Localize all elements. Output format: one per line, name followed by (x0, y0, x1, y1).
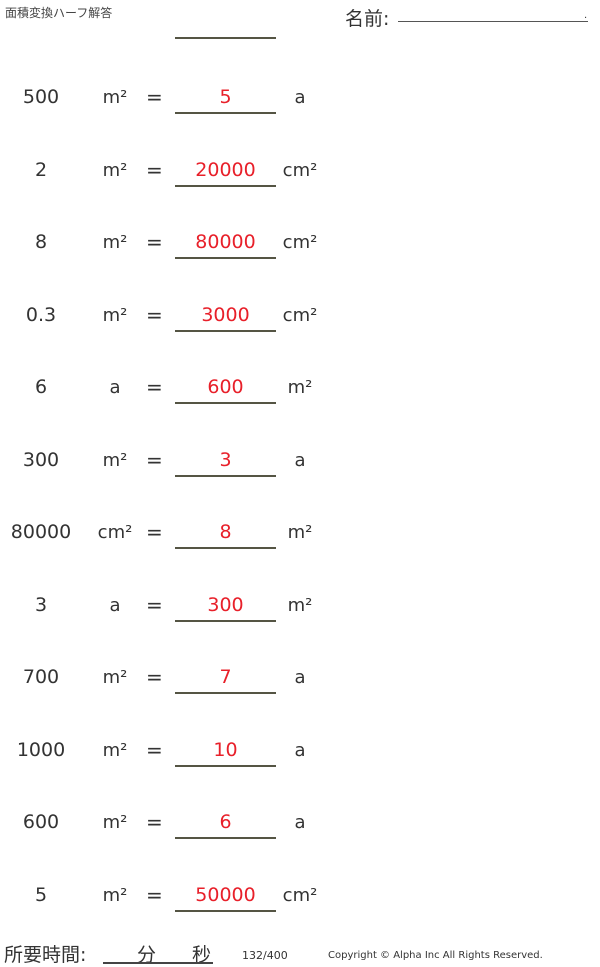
from-unit: m² (102, 884, 128, 906)
to-unit: a (294, 667, 306, 688)
to-unit: cm² (282, 159, 318, 181)
minutes-label: 分 (137, 944, 157, 966)
problem-value: 8 (34, 231, 48, 253)
name-field-line[interactable] (398, 21, 588, 22)
answer: 300 (175, 594, 276, 622)
copyright: Copyright © Alpha Inc All Rights Reserve… (328, 950, 543, 961)
answer: 80000 (175, 231, 276, 259)
from-unit: m² (102, 232, 128, 253)
from-unit: m² (102, 739, 128, 761)
page-number: 132/400 (242, 949, 288, 962)
problem-row: 80000 cm² = 8 m² (0, 520, 600, 551)
equals-sign: = (146, 665, 163, 689)
from-unit: m² (102, 87, 128, 108)
to-unit: a (294, 87, 306, 108)
problem-value: 3 (34, 593, 48, 616)
equals-sign: = (146, 230, 163, 254)
to-unit: a (294, 739, 306, 761)
problem-row: 1000 m² = 10 a (0, 737, 600, 769)
problem-value: 700 (22, 666, 60, 688)
problem-value: 600 (22, 811, 60, 833)
equals-sign: = (146, 85, 163, 109)
problem-row: 0.3 m² = 3000 cm² (0, 302, 600, 334)
seconds-label: 秒 (192, 944, 212, 966)
answer-line-blank (175, 37, 276, 39)
answer: 600 (175, 376, 276, 404)
problem-row: 300 m² = 3 a (0, 447, 600, 479)
equals-sign: = (146, 302, 163, 327)
equals-sign: = (146, 810, 163, 834)
equals-sign: = (146, 882, 163, 907)
problem-value: 500 (22, 86, 60, 108)
equals-sign: = (146, 375, 163, 399)
time-field-line (103, 962, 213, 964)
to-unit: cm² (282, 884, 318, 906)
from-unit: m² (102, 812, 128, 833)
from-unit: m² (102, 667, 128, 688)
problem-value: 5 (34, 883, 48, 906)
problem-row: 3 a = 300 m² (0, 592, 600, 624)
to-unit: cm² (282, 304, 318, 326)
worksheet-title: 面積変換ハーフ解答 (5, 6, 113, 20)
answer: 5 (175, 86, 276, 114)
name-label: 名前: (345, 8, 390, 30)
problem-value: 80000 (10, 521, 72, 543)
answer: 10 (175, 739, 276, 767)
problem-row: 5 m² = 50000 cm² (0, 882, 600, 914)
to-unit: m² (287, 594, 313, 616)
answer: 8 (175, 521, 276, 549)
problem-row: 2 m² = 20000 cm² (0, 157, 600, 189)
equals-sign: = (146, 737, 163, 762)
answer: 50000 (175, 884, 276, 912)
from-unit: m² (102, 304, 128, 326)
answer: 3 (175, 449, 276, 477)
from-unit: m² (102, 159, 128, 181)
problem-value: 2 (34, 158, 48, 181)
from-unit: cm² (97, 522, 133, 543)
answer: 6 (175, 811, 276, 839)
time-label: 所要時間: (4, 944, 87, 966)
from-unit: a (109, 594, 121, 616)
problem-value: 300 (22, 448, 60, 471)
from-unit: a (109, 377, 121, 398)
problem-value: 1000 (16, 738, 66, 761)
problem-value: 0.3 (25, 303, 57, 326)
equals-sign: = (146, 447, 163, 472)
equals-sign: = (146, 592, 163, 617)
problem-row: 700 m² = 7 a (0, 665, 600, 696)
answer: 7 (175, 666, 276, 694)
to-unit: a (294, 812, 306, 833)
to-unit: cm² (282, 232, 318, 253)
problem-row: 8 m² = 80000 cm² (0, 230, 600, 261)
equals-sign: = (146, 157, 163, 182)
problem-row: 6 a = 600 m² (0, 375, 600, 406)
problem-row: 500 m² = 5 a (0, 85, 600, 116)
from-unit: m² (102, 449, 128, 471)
to-unit: m² (287, 522, 313, 543)
equals-sign: = (146, 520, 163, 544)
name-dot: . (584, 10, 588, 21)
problem-value: 6 (34, 376, 48, 398)
to-unit: m² (287, 377, 313, 398)
answer: 20000 (175, 159, 276, 187)
answer: 3000 (175, 304, 276, 332)
problem-row: 600 m² = 6 a (0, 810, 600, 841)
to-unit: a (294, 449, 306, 471)
